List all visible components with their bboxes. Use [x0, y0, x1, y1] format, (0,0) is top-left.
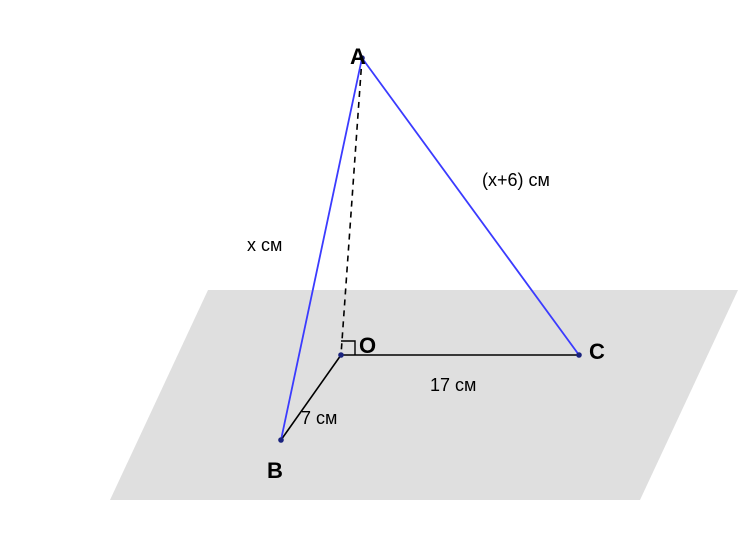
- point-o: [338, 352, 344, 358]
- edge-label-x: x см: [247, 235, 282, 256]
- point-label-b: B: [267, 458, 283, 484]
- point-label-c: C: [589, 339, 605, 365]
- edge-label-7cm: 7 см: [301, 408, 337, 429]
- plane-shape: [110, 290, 738, 500]
- point-c: [576, 352, 582, 358]
- point-b: [278, 437, 284, 443]
- point-label-o: O: [359, 333, 376, 359]
- point-label-a: A: [350, 44, 366, 70]
- edge-label-17cm: 17 см: [430, 375, 476, 396]
- diagram-canvas: [0, 0, 740, 540]
- edge-label-xplus6: (x+6) см: [482, 170, 550, 191]
